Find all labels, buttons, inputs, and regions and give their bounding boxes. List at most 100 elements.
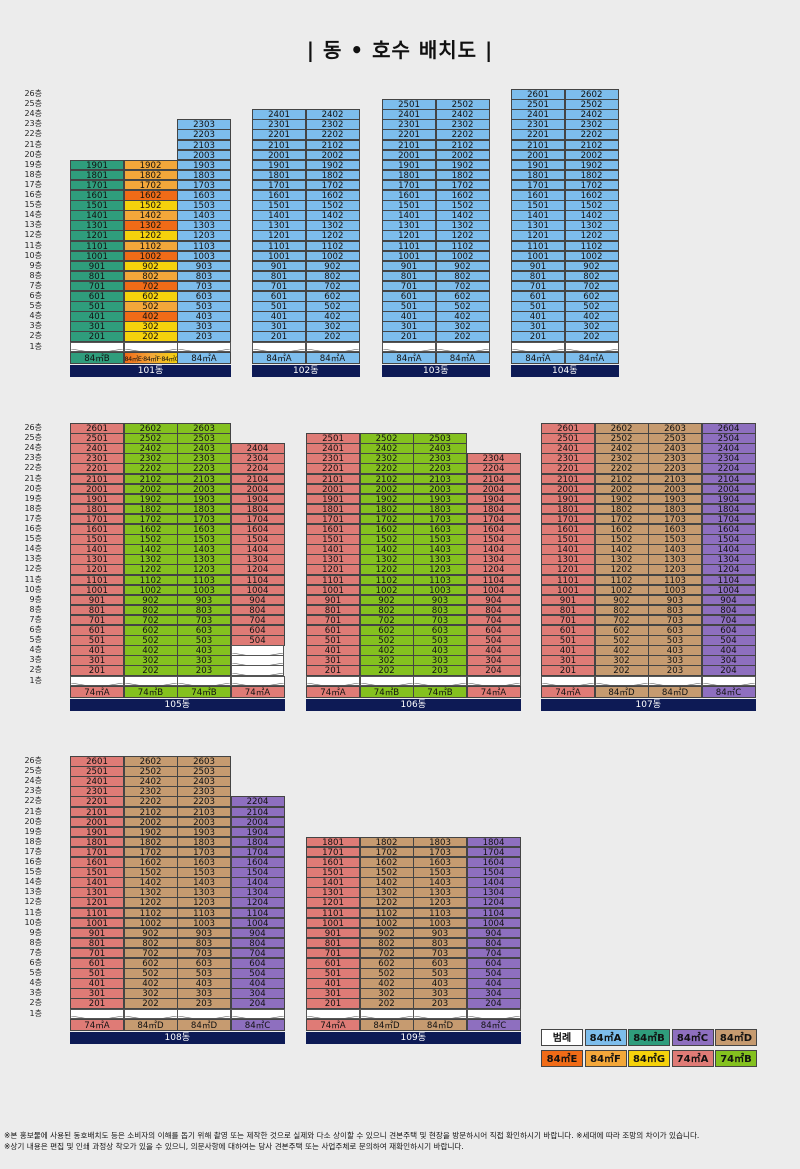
unit-cell[interactable]: 202 [305, 331, 360, 342]
unit-cell[interactable]: 702 [359, 614, 414, 626]
unit-cell[interactable]: 1101 [541, 574, 595, 585]
unit-cell[interactable]: 2003 [413, 483, 467, 494]
unit-cell[interactable]: 601 [252, 291, 306, 302]
unit-cell[interactable]: 402 [359, 978, 414, 989]
unit-cell[interactable]: 2204 [230, 463, 285, 474]
unit-cell[interactable]: 802 [123, 604, 178, 616]
unit-cell[interactable]: 902 [359, 594, 414, 606]
unit-cell[interactable]: 1804 [230, 836, 285, 848]
unit-cell[interactable]: 1304 [466, 887, 521, 898]
unit-cell[interactable]: 1202 [435, 230, 490, 241]
unit-cell[interactable]: 201 [252, 331, 306, 342]
unit-cell[interactable]: 1701 [382, 179, 436, 191]
unit-cell[interactable]: 303 [177, 321, 231, 332]
unit-cell[interactable]: 701 [70, 614, 124, 626]
unit-cell[interactable]: 1102 [564, 240, 619, 251]
unit-cell[interactable]: 702 [123, 614, 178, 626]
unit-cell[interactable]: 2601 [70, 756, 124, 767]
unit-cell[interactable]: 1702 [594, 513, 649, 525]
unit-cell[interactable]: 1604 [230, 524, 285, 535]
unit-cell[interactable]: 204 [701, 665, 756, 676]
unit-cell[interactable]: 1103 [177, 574, 231, 585]
unit-cell[interactable]: 1901 [70, 826, 124, 838]
unit-cell[interactable]: 801 [306, 937, 360, 949]
unit-cell[interactable]: 2204 [230, 796, 285, 807]
unit-cell[interactable]: 2601 [511, 89, 565, 100]
unit-cell[interactable]: 501 [70, 968, 124, 979]
unit-cell[interactable]: 1801 [70, 836, 124, 848]
unit-cell[interactable]: 2102 [305, 139, 360, 150]
unit-cell[interactable]: 2501 [70, 766, 124, 777]
unit-cell[interactable]: 1903 [413, 493, 467, 505]
unit-cell[interactable]: 1101 [382, 240, 436, 251]
unit-cell[interactable]: 2302 [123, 453, 178, 464]
unit-cell[interactable]: 304 [466, 655, 521, 666]
unit-cell[interactable]: 1503 [413, 534, 467, 545]
unit-cell[interactable]: 1302 [564, 220, 619, 231]
unit-cell[interactable]: 904 [230, 927, 285, 939]
unit-cell[interactable]: 1701 [70, 513, 124, 525]
unit-cell[interactable]: 2201 [70, 796, 124, 807]
unit-cell[interactable]: 1703 [648, 513, 702, 525]
unit-cell[interactable]: 702 [123, 947, 178, 959]
unit-cell[interactable]: 1201 [382, 230, 436, 241]
unit-cell[interactable]: 2202 [359, 463, 414, 474]
unit-cell[interactable]: 2204 [701, 463, 756, 474]
unit-cell[interactable]: 1501 [70, 534, 124, 545]
unit-cell[interactable]: 304 [466, 988, 521, 999]
unit-cell[interactable]: 1403 [177, 544, 231, 555]
unit-cell[interactable]: 804 [230, 937, 285, 949]
unit-cell[interactable]: 1803 [177, 503, 231, 515]
unit-cell[interactable]: 1502 [305, 200, 360, 211]
unit-cell[interactable]: 1504 [701, 534, 756, 545]
unit-cell[interactable]: 302 [435, 321, 490, 332]
unit-cell[interactable]: 1302 [359, 554, 414, 565]
unit-cell[interactable]: 502 [594, 635, 649, 646]
unit-cell[interactable]: 1704 [466, 846, 521, 858]
unit-cell[interactable]: 601 [306, 958, 360, 969]
unit-cell[interactable]: 1301 [70, 887, 124, 898]
unit-cell[interactable]: 1703 [177, 846, 231, 858]
unit-cell[interactable]: 1601 [70, 524, 124, 535]
unit-cell[interactable]: 1704 [230, 846, 285, 858]
unit-cell[interactable]: 2201 [541, 463, 595, 474]
unit-cell[interactable]: 701 [306, 614, 360, 626]
unit-cell[interactable]: 502 [123, 301, 178, 312]
unit-cell[interactable]: 1201 [70, 897, 124, 908]
unit-cell[interactable]: 701 [306, 947, 360, 959]
unit-cell[interactable]: 601 [306, 625, 360, 636]
unit-cell[interactable]: 704 [230, 614, 285, 626]
unit-cell[interactable]: 2502 [123, 766, 178, 777]
unit-cell[interactable]: 2203 [648, 463, 702, 474]
unit-cell[interactable]: 1501 [306, 867, 360, 878]
unit-cell[interactable]: 502 [359, 635, 414, 646]
unit-cell[interactable]: 1403 [413, 544, 467, 555]
unit-cell[interactable]: 1402 [305, 210, 360, 221]
unit-cell[interactable]: 2302 [359, 453, 414, 464]
unit-cell[interactable]: 2602 [123, 423, 178, 434]
unit-cell[interactable]: 1802 [435, 169, 490, 181]
unit-cell[interactable]: 1101 [70, 574, 124, 585]
unit-cell[interactable]: 1901 [541, 493, 595, 505]
unit-cell[interactable]: 2401 [511, 109, 565, 120]
unit-cell[interactable]: 1603 [177, 524, 231, 535]
unit-cell[interactable]: 1601 [70, 190, 124, 201]
unit-cell[interactable]: 701 [70, 280, 124, 292]
unit-cell[interactable]: 603 [177, 625, 231, 636]
unit-cell[interactable]: 2303 [177, 786, 231, 797]
unit-cell[interactable]: 1803 [177, 169, 231, 181]
unit-cell[interactable]: 402 [123, 311, 178, 322]
unit-cell[interactable]: 2004 [701, 483, 756, 494]
unit-cell[interactable]: 2502 [123, 433, 178, 444]
unit-cell[interactable]: 1504 [466, 867, 521, 878]
unit-cell[interactable]: 1501 [511, 200, 565, 211]
unit-cell[interactable]: 401 [70, 645, 124, 656]
unit-cell[interactable]: 603 [413, 625, 467, 636]
unit-cell[interactable]: 1104 [230, 907, 285, 918]
unit-cell[interactable]: 1502 [435, 200, 490, 211]
unit-cell[interactable]: 2501 [70, 433, 124, 444]
unit-cell[interactable]: 2301 [541, 453, 595, 464]
unit-cell[interactable]: 2101 [511, 139, 565, 150]
unit-cell[interactable]: 1004 [230, 584, 285, 595]
unit-cell[interactable]: 2603 [177, 756, 231, 767]
